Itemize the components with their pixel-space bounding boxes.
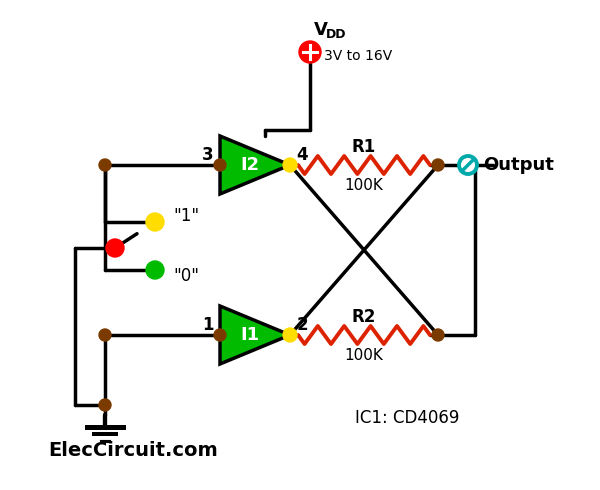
Text: 1: 1 [202,316,214,334]
Polygon shape [220,306,290,364]
Text: R2: R2 [352,308,376,326]
Text: "1": "1" [173,207,199,225]
Text: V: V [314,21,328,39]
Text: "0": "0" [173,267,199,285]
Circle shape [432,159,444,171]
Polygon shape [220,136,290,194]
Text: I2: I2 [241,156,260,174]
Circle shape [99,159,111,171]
Circle shape [283,158,297,172]
Text: 4: 4 [296,146,308,164]
Circle shape [283,328,297,342]
Text: DD: DD [326,28,347,42]
Text: IC1: CD4069: IC1: CD4069 [355,409,460,427]
Text: 3: 3 [202,146,214,164]
Circle shape [214,329,226,341]
Circle shape [299,41,321,63]
Text: I1: I1 [241,326,260,344]
Text: Output: Output [483,156,554,174]
Circle shape [99,399,111,411]
Text: 100K: 100K [344,177,383,193]
Circle shape [146,261,164,279]
Circle shape [214,159,226,171]
Circle shape [432,329,444,341]
Circle shape [459,156,477,174]
Text: ElecCircuit.com: ElecCircuit.com [48,441,218,460]
Circle shape [106,239,124,257]
Circle shape [99,329,111,341]
Text: 3V to 16V: 3V to 16V [324,49,392,63]
Text: 100K: 100K [344,347,383,363]
Text: R1: R1 [352,138,376,156]
Text: 2: 2 [296,316,308,334]
Circle shape [146,213,164,231]
